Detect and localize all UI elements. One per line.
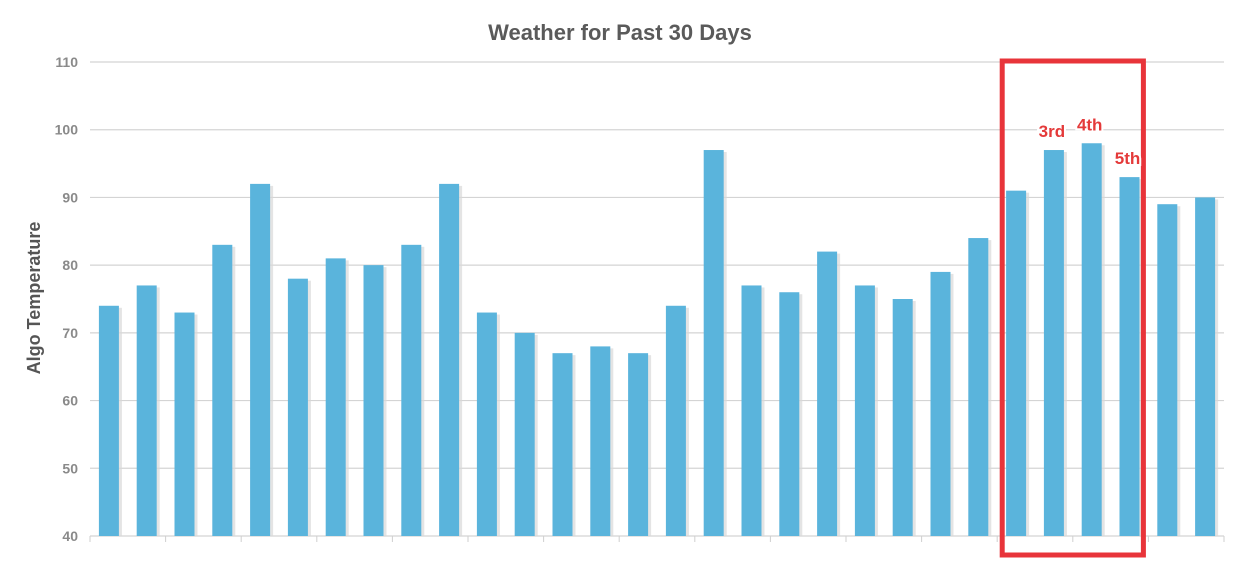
highlight-rectangle	[999, 58, 1146, 558]
bar	[439, 183, 460, 536]
bar	[1043, 150, 1064, 536]
annotation-label: 3rd	[1039, 122, 1065, 141]
bar	[854, 285, 875, 536]
bar	[892, 299, 913, 536]
annotation-label: 4th	[1077, 115, 1103, 134]
chart-title: Weather for Past 30 Days	[488, 20, 752, 45]
bar	[174, 312, 195, 536]
bar	[1195, 197, 1216, 536]
bar	[1081, 143, 1102, 536]
bar	[212, 244, 233, 537]
bar	[514, 332, 535, 536]
x-axis-ticks	[89, 536, 1225, 542]
bar	[136, 285, 157, 536]
y-tick-label: 70	[62, 325, 78, 341]
bar	[590, 346, 611, 536]
bar	[665, 305, 686, 536]
bar	[817, 251, 838, 536]
bar	[1119, 177, 1140, 536]
bar	[476, 312, 497, 536]
y-axis-label: Algo Temperature	[24, 222, 44, 375]
bar	[703, 150, 724, 536]
annotations: 3rd 4th 5th	[1037, 113, 1143, 170]
y-tick-label: 80	[62, 257, 78, 273]
bar	[930, 271, 951, 536]
y-tick-label: 110	[55, 54, 78, 70]
bar	[250, 183, 271, 536]
y-tick-label: 90	[62, 189, 78, 205]
bar	[363, 265, 384, 536]
bars	[98, 143, 1219, 537]
bar	[401, 244, 422, 537]
bar	[287, 278, 308, 536]
bar	[1157, 204, 1178, 536]
annotation-label: 5th	[1115, 149, 1141, 168]
bar	[325, 258, 346, 536]
y-axis-ticks: 40 50 60 70 80 90 100 110	[55, 54, 79, 544]
bar	[628, 353, 649, 536]
bar	[552, 353, 573, 536]
gridlines	[90, 61, 1224, 537]
highlight-box	[999, 58, 1146, 558]
bar	[741, 285, 762, 536]
y-tick-label: 100	[55, 122, 79, 138]
y-tick-label: 60	[62, 393, 78, 409]
bar	[1006, 190, 1027, 536]
y-tick-label: 50	[62, 460, 78, 476]
bar	[779, 292, 800, 536]
y-tick-label: 40	[62, 528, 78, 544]
bar	[968, 238, 989, 537]
bar	[98, 305, 119, 536]
